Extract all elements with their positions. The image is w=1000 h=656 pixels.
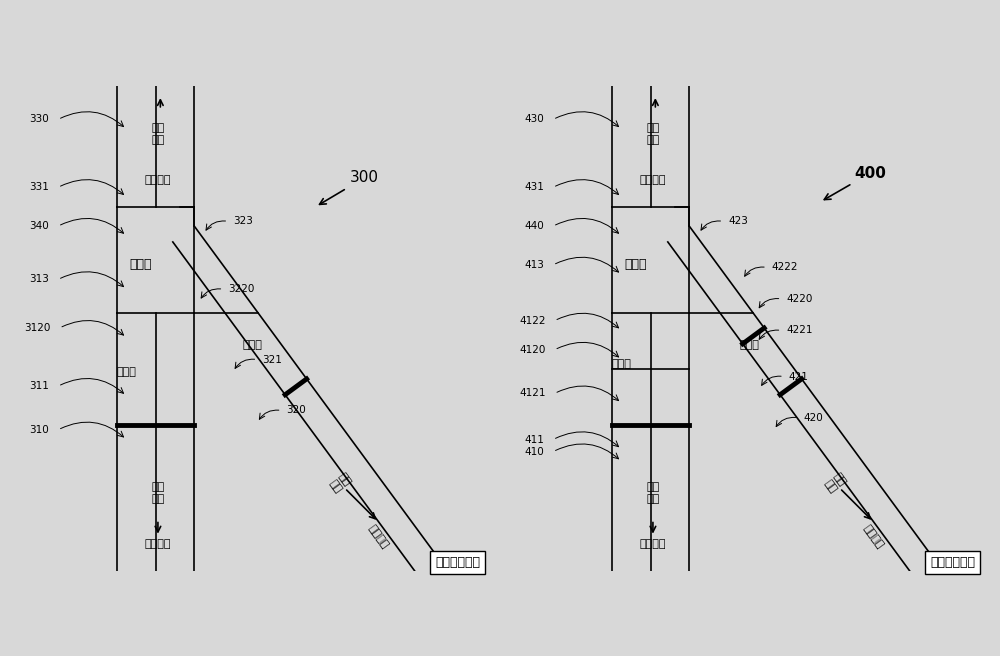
Text: 平面交汇路口: 平面交汇路口	[435, 556, 480, 569]
Text: 平面交汇路口: 平面交汇路口	[930, 556, 975, 569]
Text: 311: 311	[29, 381, 49, 391]
Text: 423: 423	[728, 216, 748, 226]
Text: 3120: 3120	[25, 323, 51, 333]
Text: 331: 331	[29, 182, 49, 192]
Text: 4222: 4222	[772, 262, 798, 272]
Text: 引导区: 引导区	[116, 367, 136, 377]
Text: 431: 431	[524, 182, 544, 192]
Text: 引导区: 引导区	[243, 340, 262, 350]
Text: 驶出
方向: 驶出 方向	[646, 123, 660, 145]
Text: 驶入
方向: 驶入 方向	[151, 482, 165, 504]
Text: 320: 320	[286, 405, 306, 415]
Text: 入口车道: 入口车道	[367, 523, 390, 550]
Text: 引导区: 引导区	[611, 359, 631, 369]
Text: 411: 411	[524, 434, 544, 445]
Text: 400: 400	[824, 166, 886, 199]
Text: 引导区: 引导区	[740, 340, 760, 350]
Text: 驶入
方向: 驶入 方向	[327, 472, 352, 495]
Text: 入口车道: 入口车道	[640, 539, 666, 549]
Text: 413: 413	[524, 260, 544, 270]
Text: 323: 323	[233, 216, 253, 226]
Text: 300: 300	[320, 171, 378, 205]
Text: 入口车道: 入口车道	[862, 523, 885, 550]
Text: 交汇区: 交汇区	[130, 258, 152, 272]
Text: 4221: 4221	[786, 325, 813, 335]
Text: 340: 340	[29, 221, 49, 231]
Text: 驶出
方向: 驶出 方向	[151, 123, 165, 145]
Text: 310: 310	[29, 425, 49, 435]
Text: 421: 421	[789, 371, 809, 382]
Text: 驶入
方向: 驶入 方向	[822, 472, 847, 495]
Text: 420: 420	[803, 413, 823, 422]
Text: 出口车道: 出口车道	[145, 175, 171, 185]
Text: 驶入
方向: 驶入 方向	[646, 482, 660, 504]
Text: 4121: 4121	[520, 388, 546, 398]
Text: 4220: 4220	[786, 294, 813, 304]
Text: 430: 430	[524, 114, 544, 125]
Text: 313: 313	[29, 274, 49, 285]
Text: 交汇区: 交汇区	[625, 258, 647, 272]
Text: 440: 440	[524, 221, 544, 231]
Text: 3220: 3220	[228, 284, 255, 294]
Text: 330: 330	[29, 114, 49, 125]
Text: 入口车道: 入口车道	[145, 539, 171, 549]
Text: 4122: 4122	[520, 316, 546, 326]
Text: 410: 410	[524, 447, 544, 457]
Text: 出口车道: 出口车道	[640, 175, 666, 185]
Text: 4120: 4120	[520, 345, 546, 355]
Text: 321: 321	[262, 354, 282, 365]
